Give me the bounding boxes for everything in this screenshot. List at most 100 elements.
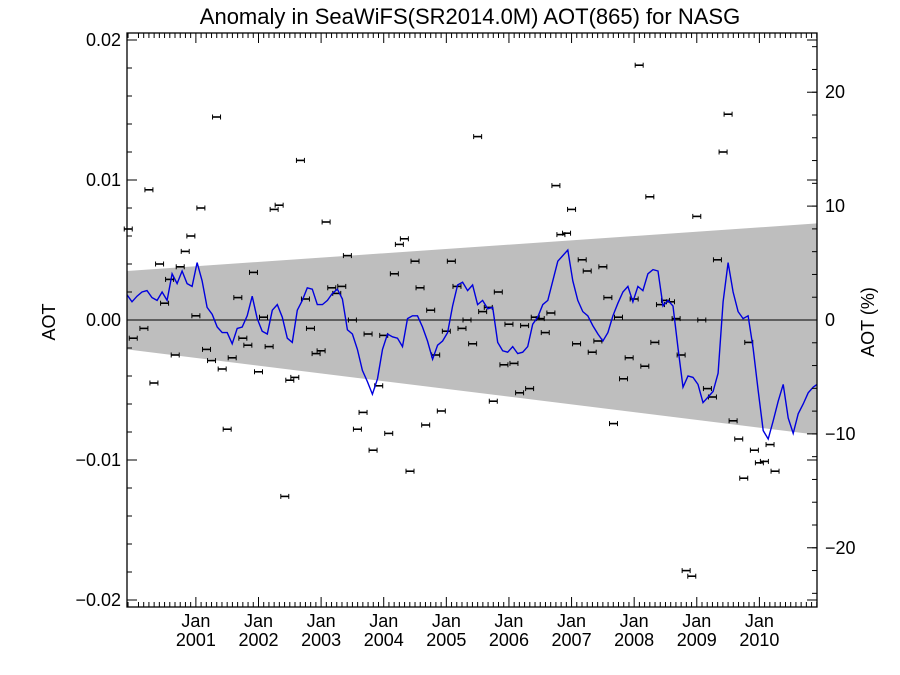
x-tick-month-label: Jan <box>432 611 461 631</box>
data-point <box>410 258 420 264</box>
x-tick-year-label: 2005 <box>426 630 466 650</box>
data-point <box>144 187 154 193</box>
x-tick-month-label: Jan <box>620 611 649 631</box>
data-point <box>504 321 514 327</box>
data-point <box>139 325 149 331</box>
data-point <box>739 475 749 481</box>
data-point <box>634 62 644 68</box>
x-tick-year-label: 2008 <box>614 630 654 650</box>
data-point <box>170 352 180 358</box>
data-point <box>175 264 185 270</box>
data-point <box>692 213 702 219</box>
x-tick-month-label: Jan <box>557 611 586 631</box>
data-point <box>436 408 446 414</box>
data-point <box>457 325 467 331</box>
monthly-points-series <box>123 62 780 579</box>
data-point <box>394 241 404 247</box>
data-point <box>551 183 561 189</box>
data-point <box>264 344 274 350</box>
x-tick-year-label: 2003 <box>301 630 341 650</box>
data-point <box>327 285 337 291</box>
data-point <box>316 348 326 354</box>
data-point <box>582 268 592 274</box>
data-point <box>759 458 769 464</box>
data-point <box>640 363 650 369</box>
data-point <box>248 269 258 275</box>
data-point <box>347 317 357 323</box>
data-point <box>207 358 217 364</box>
data-point <box>191 313 201 319</box>
data-point <box>305 325 315 331</box>
data-point <box>295 157 305 163</box>
data-point <box>728 418 738 424</box>
data-point <box>598 264 608 270</box>
data-point <box>770 468 780 474</box>
data-point <box>363 331 373 337</box>
data-point <box>202 346 212 352</box>
left-y-axis: 0.02 0.01 0.00 −0.01 −0.02 <box>75 30 817 610</box>
data-point <box>493 289 503 295</box>
data-point <box>368 447 378 453</box>
data-point <box>488 398 498 404</box>
data-point <box>562 230 572 236</box>
data-point <box>155 261 165 267</box>
right-tick-label: 10 <box>825 196 845 216</box>
data-point <box>509 360 519 366</box>
data-point <box>258 314 268 320</box>
data-point <box>765 442 775 448</box>
x-tick-month-label: Jan <box>682 611 711 631</box>
data-point <box>160 300 170 306</box>
data-point <box>274 202 284 208</box>
x-tick-month-label: Jan <box>745 611 774 631</box>
data-point <box>577 257 587 263</box>
data-point <box>619 376 629 382</box>
data-point <box>186 233 196 239</box>
x-tick-month-label: Jan <box>181 611 210 631</box>
right-tick-label: 0 <box>825 310 835 330</box>
data-point <box>238 335 248 341</box>
left-tick-label: 0.02 <box>86 30 121 50</box>
data-point <box>212 114 222 120</box>
data-point <box>614 314 624 320</box>
data-point <box>358 409 368 415</box>
data-point <box>478 309 488 315</box>
data-point <box>227 355 237 361</box>
left-tick-label: 0.00 <box>86 310 121 330</box>
data-point <box>290 374 300 380</box>
data-point <box>681 568 691 574</box>
data-point <box>734 436 744 442</box>
left-axis-label: AOT <box>39 303 59 340</box>
chart-title: Anomaly in SeaWiFS(SR2014.0M) AOT(865) f… <box>200 4 740 29</box>
data-point <box>389 271 399 277</box>
data-point <box>243 342 253 348</box>
data-point <box>337 283 347 289</box>
data-point <box>421 422 431 428</box>
data-point <box>687 573 697 579</box>
x-tick-year-label: 2001 <box>176 630 216 650</box>
data-point <box>446 258 456 264</box>
data-point <box>567 206 577 212</box>
x-tick-month-label: Jan <box>369 611 398 631</box>
x-tick-year-label: 2009 <box>677 630 717 650</box>
data-point <box>603 295 613 301</box>
data-point <box>609 421 619 427</box>
data-point <box>587 349 597 355</box>
data-point <box>712 257 722 263</box>
data-point <box>426 307 436 313</box>
data-point <box>342 253 352 259</box>
x-tick-month-label: Jan <box>494 611 523 631</box>
data-point <box>180 248 190 254</box>
left-tick-label: −0.01 <box>75 450 121 470</box>
x-tick-year-label: 2004 <box>364 630 404 650</box>
data-point <box>540 330 550 336</box>
plot-area <box>123 62 818 579</box>
right-y-axis: 20 10 0 −10 −20 <box>807 46 856 594</box>
data-point <box>468 341 478 347</box>
data-point <box>415 285 425 291</box>
data-point <box>671 316 681 322</box>
data-point <box>217 366 227 372</box>
left-tick-label: −0.02 <box>75 590 121 610</box>
data-point <box>222 426 232 432</box>
data-point <box>405 468 415 474</box>
x-tick-month-label: Jan <box>307 611 336 631</box>
